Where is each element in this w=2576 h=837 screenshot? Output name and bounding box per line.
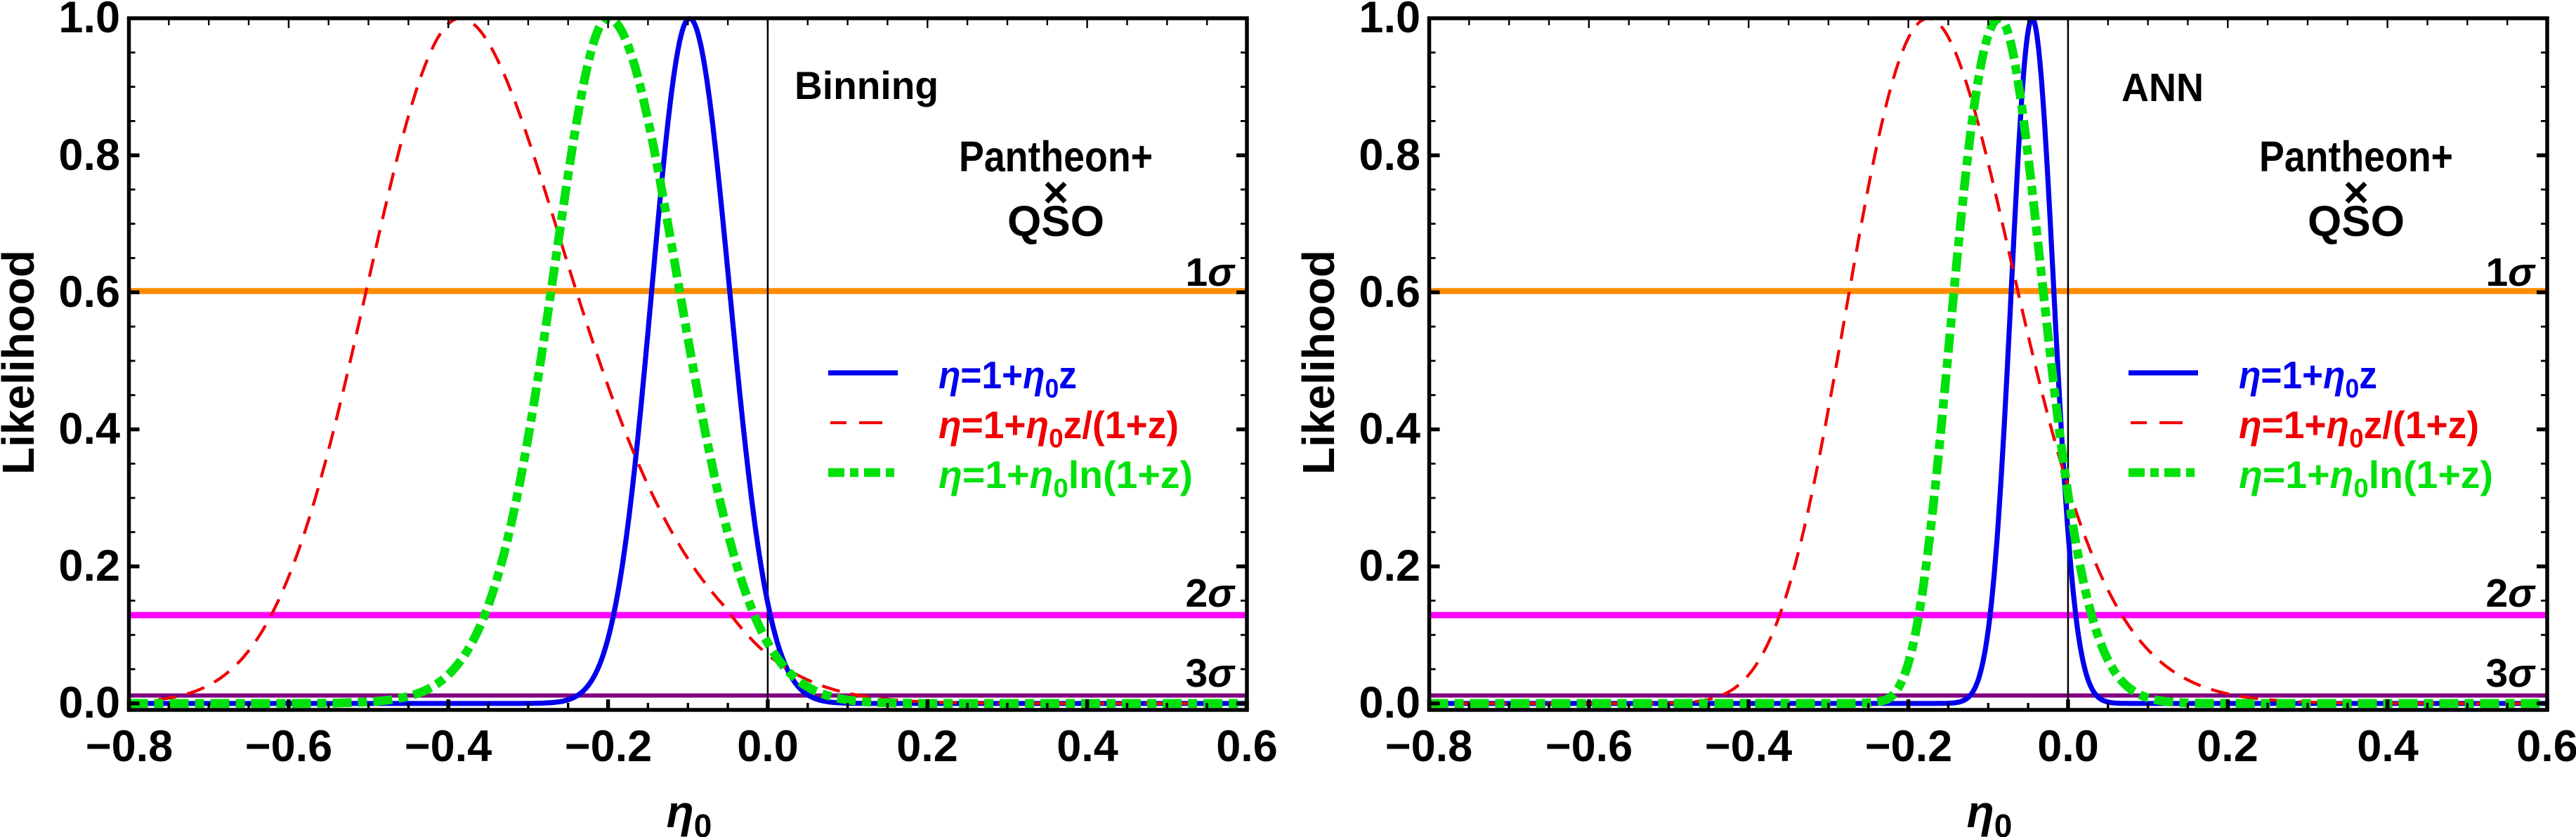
svg-text:ANN: ANN (2121, 65, 2204, 110)
svg-text:η=1+η0​z/(1+z): η=1+η0​z/(1+z) (2239, 403, 2479, 454)
svg-text:1.0: 1.0 (1359, 0, 1420, 42)
svg-text:2σ: 2σ (1185, 571, 1236, 616)
svg-text:0.6: 0.6 (1216, 722, 1278, 771)
svg-text:1σ: 1σ (2485, 250, 2536, 295)
svg-text:−0.2: −0.2 (565, 722, 652, 771)
svg-text:0.4: 0.4 (1057, 722, 1118, 771)
svg-text:−0.4: −0.4 (1705, 722, 1792, 771)
svg-text:0.6: 0.6 (2516, 722, 2576, 771)
svg-text:Pantheon+: Pantheon+ (959, 133, 1153, 180)
svg-text:η=1+η0​z/(1+z): η=1+η0​z/(1+z) (939, 403, 1179, 454)
svg-text:0.2: 0.2 (58, 541, 120, 591)
svg-text:η0: η0 (1967, 786, 2013, 837)
svg-text:0.8: 0.8 (1359, 131, 1420, 180)
svg-text:0.2: 0.2 (1359, 541, 1420, 591)
svg-text:0.0: 0.0 (58, 678, 120, 727)
svg-text:−0.6: −0.6 (1545, 722, 1633, 771)
svg-text:−0.4: −0.4 (405, 722, 492, 771)
svg-text:−0.8: −0.8 (86, 722, 173, 771)
svg-text:Pantheon+: Pantheon+ (2259, 133, 2453, 180)
svg-text:0.6: 0.6 (58, 268, 120, 317)
svg-text:0.4: 0.4 (1359, 404, 1420, 454)
svg-text:QSO: QSO (2308, 197, 2405, 245)
svg-text:3σ: 3σ (1185, 651, 1236, 696)
svg-text:3σ: 3σ (2485, 651, 2536, 696)
svg-text:−0.8: −0.8 (1385, 722, 1472, 771)
svg-text:0.8: 0.8 (58, 131, 120, 180)
svg-text:1σ: 1σ (1185, 250, 1236, 295)
svg-text:0.2: 0.2 (896, 722, 958, 771)
svg-text:0.4: 0.4 (2357, 722, 2419, 771)
svg-text:0.4: 0.4 (58, 404, 120, 454)
svg-text:Binning: Binning (795, 63, 939, 107)
svg-text:Likelihood: Likelihood (1293, 250, 1344, 475)
svg-text:−0.6: −0.6 (245, 722, 332, 771)
svg-text:QSO: QSO (1007, 197, 1104, 245)
svg-text:0.2: 0.2 (2197, 722, 2258, 771)
svg-text:0.0: 0.0 (1359, 678, 1420, 727)
svg-text:0.0: 0.0 (737, 722, 799, 771)
svg-text:−0.2: −0.2 (1865, 722, 1952, 771)
svg-text:0.6: 0.6 (1359, 268, 1420, 317)
svg-text:×: × (2343, 169, 2369, 217)
svg-text:0.0: 0.0 (2037, 722, 2099, 771)
svg-text:1.0: 1.0 (58, 0, 120, 42)
svg-text:Likelihood: Likelihood (0, 250, 44, 475)
svg-text:2σ: 2σ (2485, 571, 2536, 616)
svg-text:×: × (1043, 169, 1068, 217)
